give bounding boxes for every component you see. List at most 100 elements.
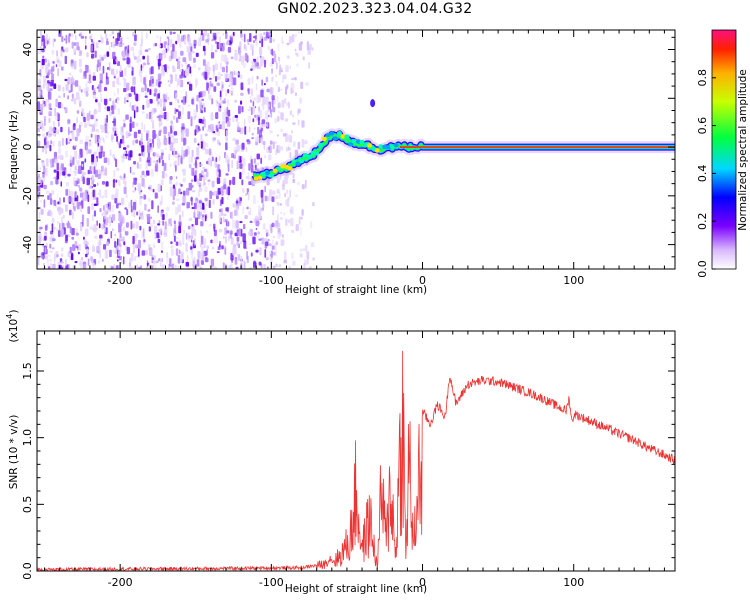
noise-speckle	[197, 250, 201, 259]
noise-speckle	[172, 184, 176, 189]
noise-speckle	[112, 204, 115, 212]
noise-speckle	[69, 196, 73, 203]
noise-speckle	[271, 222, 275, 228]
noise-speckle	[227, 109, 231, 117]
noise-speckle	[257, 200, 259, 203]
noise-speckle	[292, 178, 296, 183]
noise-speckle	[227, 99, 230, 106]
noise-speckle	[48, 83, 51, 86]
noise-speckle	[170, 74, 173, 77]
noise-speckle	[94, 134, 98, 144]
noise-speckle	[112, 249, 114, 252]
noise-speckle	[86, 113, 90, 121]
noise-speckle	[279, 203, 282, 206]
noise-speckle	[110, 266, 114, 269]
noise-speckle	[42, 133, 45, 138]
noise-speckle	[165, 71, 168, 74]
noise-speckle	[86, 93, 89, 96]
noise-speckle	[219, 105, 222, 108]
noise-speckle	[114, 133, 118, 136]
noise-speckle	[272, 206, 274, 216]
noise-speckle	[47, 259, 49, 267]
noise-speckle	[92, 189, 95, 198]
noise-speckle	[175, 237, 179, 240]
noise-speckle	[40, 199, 42, 203]
noise-speckle	[157, 101, 160, 105]
noise-speckle	[68, 263, 70, 269]
noise-speckle	[81, 108, 85, 114]
noise-speckle	[108, 62, 111, 71]
noise-speckle	[154, 225, 158, 234]
noise-speckle	[107, 201, 111, 210]
noise-speckle	[153, 92, 157, 97]
noise-speckle	[267, 104, 271, 112]
noise-speckle	[142, 152, 146, 158]
noise-speckle	[43, 184, 47, 190]
noise-speckle	[231, 159, 234, 169]
noise-speckle	[80, 31, 83, 36]
noise-speckle	[219, 244, 221, 248]
noise-speckle	[106, 51, 110, 57]
noise-speckle	[71, 74, 73, 84]
noise-speckle	[234, 256, 238, 265]
noise-speckle	[118, 42, 122, 48]
noise-speckle	[186, 266, 190, 269]
noise-speckle	[52, 238, 56, 242]
noise-speckle	[266, 232, 268, 237]
noise-speckle	[194, 170, 197, 177]
noise-speckle	[97, 136, 101, 139]
noise-speckle	[51, 127, 55, 132]
noise-speckle	[253, 35, 256, 39]
noise-speckle	[238, 203, 242, 206]
noise-speckle	[149, 89, 152, 95]
noise-speckle	[191, 253, 194, 260]
noise-speckle	[121, 126, 123, 132]
noise-speckle	[174, 137, 179, 144]
noise-speckle	[95, 118, 98, 121]
noise-speckle	[174, 224, 177, 234]
noise-speckle	[200, 141, 203, 149]
noise-speckle	[250, 65, 255, 69]
noise-speckle	[168, 83, 171, 88]
noise-speckle	[40, 30, 42, 36]
noise-speckle	[211, 240, 214, 244]
noise-speckle	[201, 246, 204, 255]
noise-speckle	[69, 246, 72, 254]
noise-speckle	[145, 113, 149, 119]
noise-speckle	[136, 233, 139, 238]
noise-speckle	[179, 79, 184, 88]
noise-speckle	[182, 177, 186, 183]
noise-speckle	[80, 89, 83, 93]
noise-speckle	[276, 177, 280, 184]
noise-speckle	[212, 64, 215, 72]
noise-speckle	[166, 256, 169, 264]
noise-speckle	[114, 198, 118, 204]
noise-speckle	[88, 74, 91, 81]
noise-speckle	[143, 194, 147, 200]
noise-speckle	[113, 92, 116, 96]
noise-speckle	[121, 259, 123, 265]
noise-speckle	[126, 57, 130, 65]
noise-speckle	[235, 72, 240, 76]
noise-speckle	[48, 266, 51, 269]
noise-speckle	[118, 250, 121, 257]
noise-speckle	[216, 102, 220, 108]
noise-speckle	[38, 211, 41, 219]
noise-speckle	[217, 76, 221, 80]
noise-speckle	[104, 125, 108, 134]
noise-speckle	[190, 250, 193, 255]
noise-speckle	[181, 35, 184, 42]
noise-speckle	[87, 258, 90, 266]
noise-speckle	[178, 104, 181, 108]
noise-speckle	[210, 211, 213, 219]
noise-speckle	[301, 209, 304, 216]
noise-speckle	[187, 104, 191, 107]
noise-speckle	[291, 77, 295, 81]
noise-speckle	[265, 110, 269, 120]
noise-speckle	[221, 85, 223, 91]
noise-speckle	[104, 167, 108, 176]
noise-speckle	[185, 242, 188, 252]
noise-speckle	[255, 113, 258, 122]
noise-speckle	[232, 203, 236, 208]
noise-speckle	[257, 231, 260, 235]
